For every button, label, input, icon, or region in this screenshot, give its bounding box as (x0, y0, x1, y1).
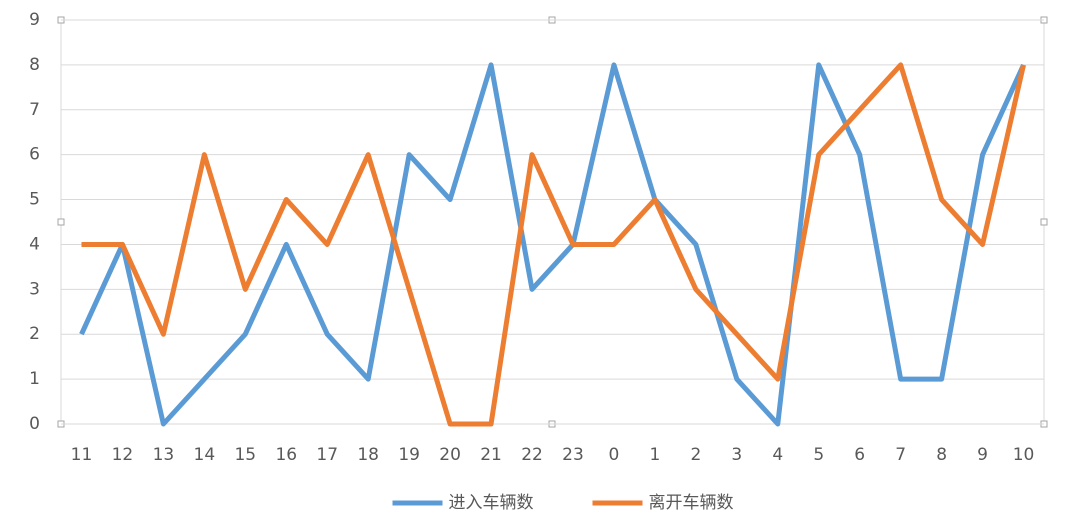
x-tick-label: 1 (649, 445, 660, 465)
x-tick-label: 12 (112, 445, 134, 465)
y-tick-label: 6 (29, 145, 40, 165)
y-tick-label: 1 (29, 369, 40, 389)
legend-label: 离开车辆数 (649, 493, 734, 513)
x-tick-label: 15 (234, 445, 256, 465)
x-tick-label: 22 (521, 445, 543, 465)
x-tick-label: 20 (439, 445, 461, 465)
x-tick-label: 11 (71, 445, 93, 465)
x-tick-label: 7 (895, 445, 906, 465)
x-tick-label: 16 (275, 445, 297, 465)
x-tick-label: 4 (772, 445, 783, 465)
series-line (81, 62, 1026, 427)
x-tick-label: 9 (977, 445, 988, 465)
legend-label: 进入车辆数 (449, 493, 534, 513)
x-tick-label: 23 (562, 445, 584, 465)
y-tick-label: 2 (29, 324, 40, 344)
x-tick-label: 3 (731, 445, 742, 465)
x-tick-label: 8 (936, 445, 947, 465)
series-line (79, 62, 1026, 427)
y-tick-label: 7 (29, 100, 40, 120)
y-tick-label: 9 (29, 10, 40, 30)
x-tick-label: 14 (194, 445, 216, 465)
y-tick-label: 4 (29, 234, 40, 254)
x-tick-label: 17 (316, 445, 338, 465)
x-tick-label: 13 (153, 445, 175, 465)
x-tick-label: 6 (854, 445, 865, 465)
y-tick-label: 3 (29, 279, 40, 299)
x-tick-label: 5 (813, 445, 824, 465)
y-tick-label: 5 (29, 190, 40, 210)
x-tick-label: 19 (398, 445, 420, 465)
x-tick-label: 2 (690, 445, 701, 465)
x-tick-label: 21 (480, 445, 502, 465)
y-tick-label: 0 (29, 414, 40, 434)
y-tick-label: 8 (29, 55, 40, 75)
x-tick-label: 10 (1013, 445, 1035, 465)
x-tick-label: 18 (357, 445, 379, 465)
x-tick-label: 0 (609, 445, 620, 465)
